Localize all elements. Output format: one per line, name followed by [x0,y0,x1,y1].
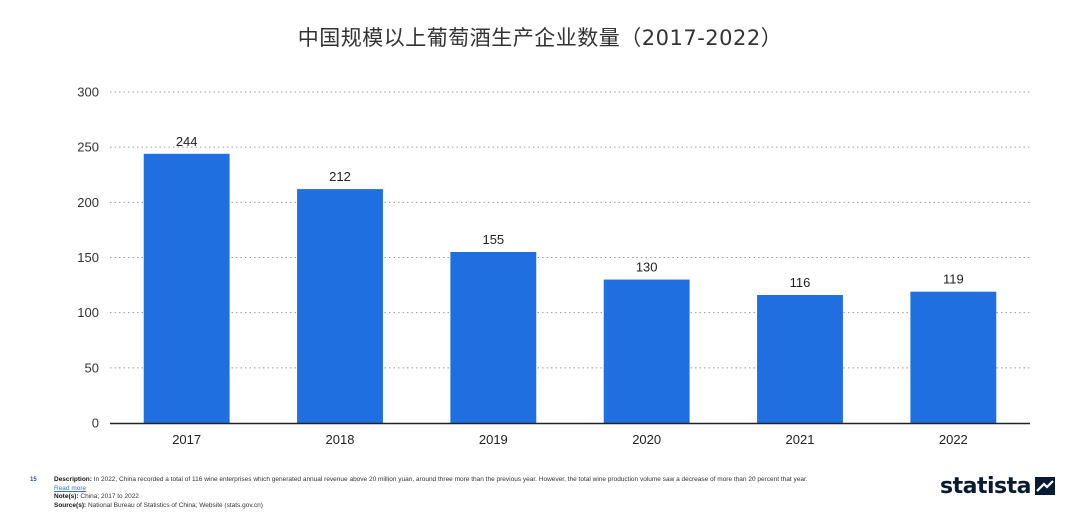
y-tick-label: 50 [85,360,99,375]
data-label-2019: 155 [482,232,504,247]
notes-row: Note(s): China; 2017 to 2022 [54,493,914,502]
bar-2020[interactable] [603,279,690,423]
statista-logo: statista [940,472,1055,500]
sources-label: Source(s): [54,501,87,509]
x-tick-label-2018: 2018 [326,432,355,447]
data-label-2021: 116 [790,275,811,290]
page-number: 15 [30,477,37,483]
gridlines [110,91,1030,369]
y-tick-label: 200 [77,195,99,210]
x-tick-label-2020: 2020 [632,432,661,447]
brand-name: statista [940,473,1031,499]
footer: 15 Description: In 2022, China recorded … [0,472,1080,524]
description-text: In 2022, China recorded a total of 116 w… [93,476,808,483]
x-axis-ticks: 2017 2018 2019 2020 2021 2022 [172,432,968,447]
description-label: Description: [54,476,92,483]
bar-2018[interactable] [297,189,383,423]
x-tick-label-2021: 2021 [786,432,815,447]
data-label-2020: 130 [636,260,658,275]
bar-2019[interactable] [450,251,537,423]
data-label-2018: 212 [329,169,351,184]
y-tick-label: 250 [77,140,99,155]
statista-logo-icon [1034,477,1055,495]
data-label-2017: 244 [176,134,198,149]
bars [143,153,997,423]
y-tick-label: 0 [92,416,99,431]
bar-chart: 0 50 100 150 200 250 300 244 212 155 130 116 119 20… [77,85,1030,447]
x-tick-label-2019: 2019 [479,432,508,447]
sources-text: National Bureau of Statistics of China; … [87,501,263,509]
data-labels: 244 212 155 130 116 119 [176,134,964,290]
bar-2017[interactable] [143,153,230,423]
data-label-2022: 119 [943,272,964,287]
bar-2021[interactable] [757,295,843,423]
chart-title: 中国规模以上葡萄酒生产企业数量（2017-2022） [297,26,783,50]
sources-row: Source(s): National Bureau of Statistics… [54,502,914,511]
y-tick-label: 150 [77,250,99,265]
y-axis-ticks: 0 50 100 150 200 250 300 [77,85,99,431]
notes-label: Note(s): [54,493,79,500]
notes-text: China; 2017 to 2022 [80,493,139,500]
footer-notes: Description: In 2022, China recorded a t… [54,476,914,510]
x-tick-label-2022: 2022 [939,432,968,447]
read-more-link[interactable]: Read more [54,484,87,492]
description-row: Description: In 2022, China recorded a t… [54,476,914,493]
y-tick-label: 100 [77,305,99,320]
x-tick-label-2017: 2017 [172,432,201,447]
bar-2022[interactable] [910,291,997,423]
y-tick-label: 300 [77,85,99,100]
